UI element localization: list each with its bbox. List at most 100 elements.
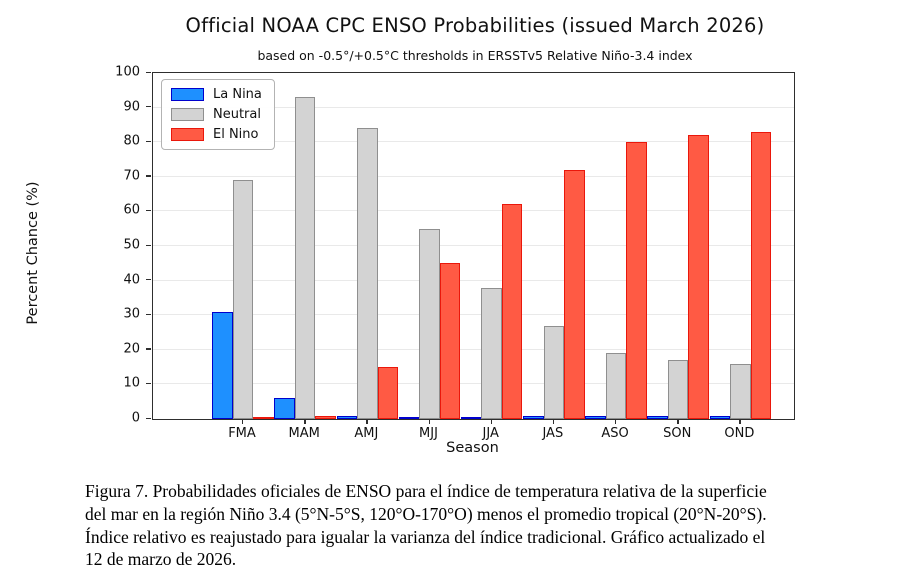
x-tick-mark [552,419,555,424]
x-tick-mark [304,419,306,424]
legend-item-la-nina: La Nina [171,87,262,102]
y-tick-label: 100 [115,64,140,80]
bar-neutral-mam [294,97,316,419]
x-tick-label: SON [663,426,692,441]
gridline [153,245,794,246]
y-tick-label: 80 [123,133,140,149]
legend-swatch-icon [171,88,204,101]
bar-neutral-aso [605,353,627,419]
x-tick-mark [615,419,617,424]
bar-neutral-ond [730,363,751,419]
bar-el-nino-jas [564,169,585,419]
y-tick-label: 50 [123,237,140,253]
gridline [153,141,794,143]
y-tick-label: 0 [131,410,140,426]
bar-la-nina-son [647,415,668,419]
bar-neutral-mjj [419,228,440,419]
y-tick-label: 70 [123,168,140,184]
caption-line: Figura 7. Probabilidades oficiales de EN… [85,481,767,501]
y-tick-mark [146,382,151,385]
x-tick-mark [242,419,244,424]
bar-el-nino-son [688,135,709,419]
y-tick-mark [146,71,151,73]
bar-group-fma [212,180,274,419]
gridline [153,210,794,212]
chart-subtitle: based on -0.5°/+0.5°C thresholds in ERSS… [257,48,693,63]
legend-swatch-icon [171,108,204,121]
bar-la-nina-mjj [398,417,420,419]
bar-la-nina-mam [274,398,295,419]
bar-la-nina-fma [212,311,233,419]
gridline [153,383,794,385]
y-tick-mark [146,348,151,350]
y-tick-label: 30 [123,306,140,322]
y-tick-mark [146,313,151,316]
legend-label: Neutral [213,107,261,122]
bar-el-nino-aso [626,142,647,419]
legend-item-neutral: Neutral [171,107,262,122]
x-tick-label: AMJ [354,426,379,441]
y-tick-mark [146,244,151,246]
y-tick-label: 40 [123,272,140,288]
bar-group-jja [460,204,523,419]
y-tick-label: 90 [123,99,140,115]
x-tick-label: JAS [542,426,564,441]
gridline [153,106,794,108]
x-tick-label: FMA [228,426,256,441]
bar-el-nino-fma [253,417,274,419]
bar-la-nina-ond [709,415,731,419]
y-tick-mark [146,175,151,177]
gridline [153,175,794,177]
bar-el-nino-mjj [439,263,461,419]
figure-caption: Figura 7. Probabilidades oficiales de EN… [85,480,875,571]
bar-el-nino-jja [501,204,523,419]
gridline [153,348,794,350]
bar-neutral-fma [232,180,254,419]
chart-legend: La Nina Neutral El Nino [161,79,275,150]
bar-neutral-jas [543,325,565,419]
bar-neutral-jja [481,287,502,419]
bar-group-ond [709,131,772,419]
legend-swatch-icon [171,128,204,141]
x-tick-label: OND [724,426,755,441]
x-tick-mark [428,419,430,424]
bar-la-nina-jas [523,415,544,419]
bar-group-amj [336,128,399,419]
legend-label: La Nina [213,87,262,102]
bar-group-mam [274,97,336,419]
gridline [153,279,794,281]
y-tick-mark [146,140,151,143]
bar-el-nino-amj [377,367,399,419]
x-tick-mark [677,419,679,424]
x-axis-title: Season [446,440,499,456]
caption-line: 12 de marzo de 2026. [85,549,237,570]
legend-item-el-nino: El Nino [171,127,262,142]
bar-la-nina-jja [460,417,482,419]
chart-title: Official NOAA CPC ENSO Probabilities (is… [185,14,765,37]
y-tick-mark [146,209,151,212]
x-tick-mark [366,419,368,424]
y-tick-label: 20 [123,341,140,357]
x-tick-label: MAM [288,426,320,441]
bar-la-nina-amj [336,415,358,419]
bar-group-mjj [398,228,461,419]
x-tick-label: JJA [482,426,499,441]
bar-el-nino-mam [315,415,336,419]
x-tick-label: MJJ [419,426,438,441]
bar-group-son [647,135,709,419]
caption-line: Índice relativo es reajustado para igual… [85,526,766,547]
plot-area: La Nina Neutral El Nino [152,72,795,420]
bar-group-aso [585,142,647,419]
bar-neutral-son [667,360,689,419]
gridline [153,314,794,316]
caption-line: del mar en la región Niño 3.4 (5°N-5°S, … [85,503,767,524]
bar-el-nino-ond [750,131,772,419]
x-tick-mark [739,419,741,424]
y-tick-mark [146,106,151,108]
legend-label: El Nino [213,127,259,142]
y-tick-label: 60 [123,202,140,218]
x-tick-mark [490,419,493,424]
x-tick-label: ASO [601,426,629,441]
bar-la-nina-aso [585,415,606,419]
